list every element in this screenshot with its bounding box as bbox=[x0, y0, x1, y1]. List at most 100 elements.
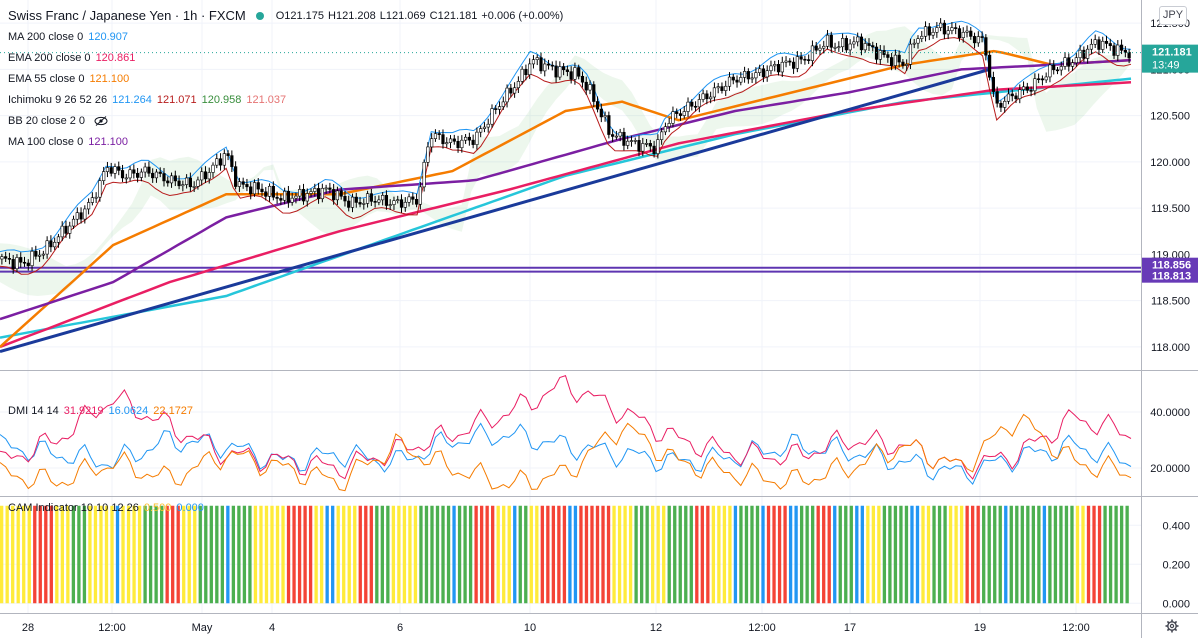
cam-bar bbox=[568, 505, 572, 604]
price-tag-label: 118.813 bbox=[1152, 271, 1191, 283]
time-axis-label: 12:00 bbox=[748, 622, 776, 634]
candle-body bbox=[667, 123, 671, 127]
candle-body bbox=[705, 93, 709, 100]
candle-body bbox=[494, 108, 498, 110]
candle-body bbox=[629, 140, 634, 142]
cam-bar bbox=[1070, 505, 1074, 604]
gear-icon[interactable] bbox=[1165, 619, 1179, 633]
indicator-legend-row[interactable]: EMA 55 close 0 121.100 bbox=[8, 68, 567, 89]
cam-bar bbox=[148, 505, 153, 604]
candle-body bbox=[678, 113, 683, 116]
cam-bar bbox=[44, 505, 48, 604]
indicator-legend-row[interactable]: Ichimoku 9 26 52 26 121.264 121.071 120.958… bbox=[8, 89, 567, 110]
indicator-value: 121.071 bbox=[156, 93, 197, 106]
candle-body bbox=[471, 139, 475, 145]
candle-body bbox=[283, 190, 287, 201]
cam-bar bbox=[1075, 505, 1080, 604]
candle-body bbox=[822, 45, 826, 49]
candle-body bbox=[1078, 49, 1082, 59]
candle-body bbox=[758, 68, 762, 73]
candle-body bbox=[829, 34, 833, 48]
candle-body bbox=[358, 202, 362, 205]
cam-bar bbox=[987, 505, 991, 604]
time-axis-label: 6 bbox=[397, 622, 403, 634]
candle-body bbox=[445, 142, 449, 145]
cam-bar bbox=[667, 505, 671, 604]
cam-bar bbox=[435, 505, 440, 604]
cam-bar bbox=[159, 505, 164, 604]
candle-body bbox=[237, 181, 241, 187]
candle-body bbox=[874, 46, 879, 60]
candle-body bbox=[264, 191, 268, 197]
candle-body bbox=[863, 43, 867, 51]
candle-body bbox=[188, 177, 192, 188]
cam-bar bbox=[353, 505, 357, 604]
candle-body bbox=[166, 180, 170, 184]
cam-bar bbox=[551, 505, 556, 604]
cam-bar bbox=[838, 505, 842, 604]
candle-body bbox=[53, 241, 57, 248]
ichimoku-cloud bbox=[0, 26, 1131, 297]
candle-body bbox=[309, 191, 313, 194]
candle-body bbox=[211, 164, 215, 173]
indicator-legend-row[interactable]: MA 200 close 0 120.907 bbox=[8, 26, 567, 47]
cam-axis-label: 0.000 bbox=[1162, 598, 1190, 610]
cam-axis-label: 0.200 bbox=[1162, 559, 1190, 571]
ohlc-close: C121.181 bbox=[429, 9, 478, 22]
cam-legend: CAM Indicator 10 10 12 26 0.500 0.000 bbox=[8, 497, 209, 518]
price-tag bbox=[1142, 44, 1198, 73]
candle-body bbox=[181, 184, 185, 187]
candle-body bbox=[64, 225, 68, 234]
currency-badge[interactable]: JPY bbox=[1159, 6, 1187, 25]
candle-body bbox=[916, 38, 920, 44]
time-axis-label: 19 bbox=[974, 622, 986, 634]
candle-body bbox=[1055, 69, 1060, 72]
cam-bar bbox=[733, 505, 738, 604]
cam-bar bbox=[176, 505, 180, 604]
candle-body bbox=[332, 189, 336, 201]
candle-body bbox=[128, 169, 132, 179]
candle-body bbox=[407, 196, 411, 203]
candle-body bbox=[803, 58, 807, 61]
cam-bar bbox=[1092, 505, 1096, 604]
indicator-value: 121.037 bbox=[246, 93, 287, 106]
candle-body bbox=[965, 30, 969, 33]
cam-bar bbox=[783, 505, 787, 604]
candle-body bbox=[215, 158, 219, 166]
eye-crossed-icon[interactable] bbox=[94, 115, 108, 126]
cam-bar bbox=[132, 505, 136, 604]
indicator-legend-row[interactable]: MA 100 close 0 121.100 bbox=[8, 131, 567, 152]
cam-bar bbox=[788, 505, 793, 604]
candle-body bbox=[641, 143, 645, 152]
candle-body bbox=[1097, 39, 1101, 50]
candle-body bbox=[433, 133, 438, 139]
candle-body bbox=[298, 189, 302, 197]
cam-bar bbox=[612, 505, 616, 604]
candle-body bbox=[136, 172, 140, 178]
candle-body bbox=[528, 63, 532, 76]
candle-body bbox=[384, 195, 389, 206]
cam-bar bbox=[1048, 505, 1052, 604]
cam-bar bbox=[513, 505, 517, 604]
candle-body bbox=[935, 27, 939, 33]
indicator-legend-row[interactable]: BB 20 close 2 0 bbox=[8, 110, 567, 131]
candle-body bbox=[226, 153, 230, 156]
indicator-value: 121.264 bbox=[112, 93, 152, 106]
cam-bar bbox=[678, 505, 682, 604]
candle-body bbox=[154, 171, 159, 179]
cam-bar bbox=[104, 505, 109, 604]
candle-body bbox=[1067, 57, 1071, 67]
candle-body bbox=[1101, 40, 1105, 50]
candle-body bbox=[1074, 57, 1078, 64]
cam-bar bbox=[93, 505, 98, 604]
cam-bar bbox=[921, 505, 925, 604]
indicator-legend-row[interactable]: EMA 200 close 0 120.861 bbox=[8, 47, 567, 68]
cam-bar bbox=[1004, 505, 1008, 604]
cam-bar bbox=[60, 505, 64, 604]
cam-bar bbox=[391, 505, 396, 604]
cam-bar bbox=[948, 505, 953, 604]
candle-body bbox=[558, 66, 562, 78]
symbol-title[interactable]: Swiss Franc / Japanese Yen · 1h · FXCM bbox=[8, 7, 246, 23]
candle-body bbox=[1003, 100, 1007, 108]
